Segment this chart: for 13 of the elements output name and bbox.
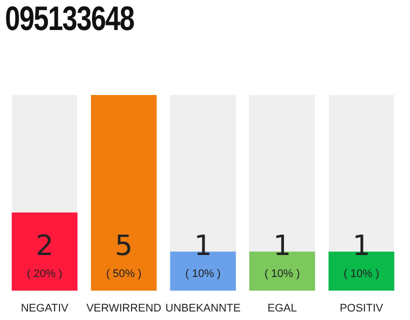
x-tick-label: NEGATIV bbox=[20, 302, 69, 314]
data-label: 2 bbox=[36, 229, 54, 262]
chart-title: 095133648 bbox=[5, 0, 134, 39]
x-tick-label: VERWIRREND bbox=[86, 302, 162, 314]
annotation: ( 20% ) bbox=[26, 268, 62, 280]
annotation: ( 10% ) bbox=[264, 268, 300, 280]
x-tick-label: EGAL bbox=[268, 302, 297, 314]
annotation: ( 50% ) bbox=[106, 268, 142, 280]
annotation: ( 10% ) bbox=[344, 268, 380, 280]
annotation: ( 10% ) bbox=[185, 268, 221, 280]
data-label: 5 bbox=[114, 229, 133, 262]
x-tick-label: UNBEKANNTE bbox=[165, 302, 241, 314]
x-tick-label: POSITIV bbox=[340, 302, 384, 314]
